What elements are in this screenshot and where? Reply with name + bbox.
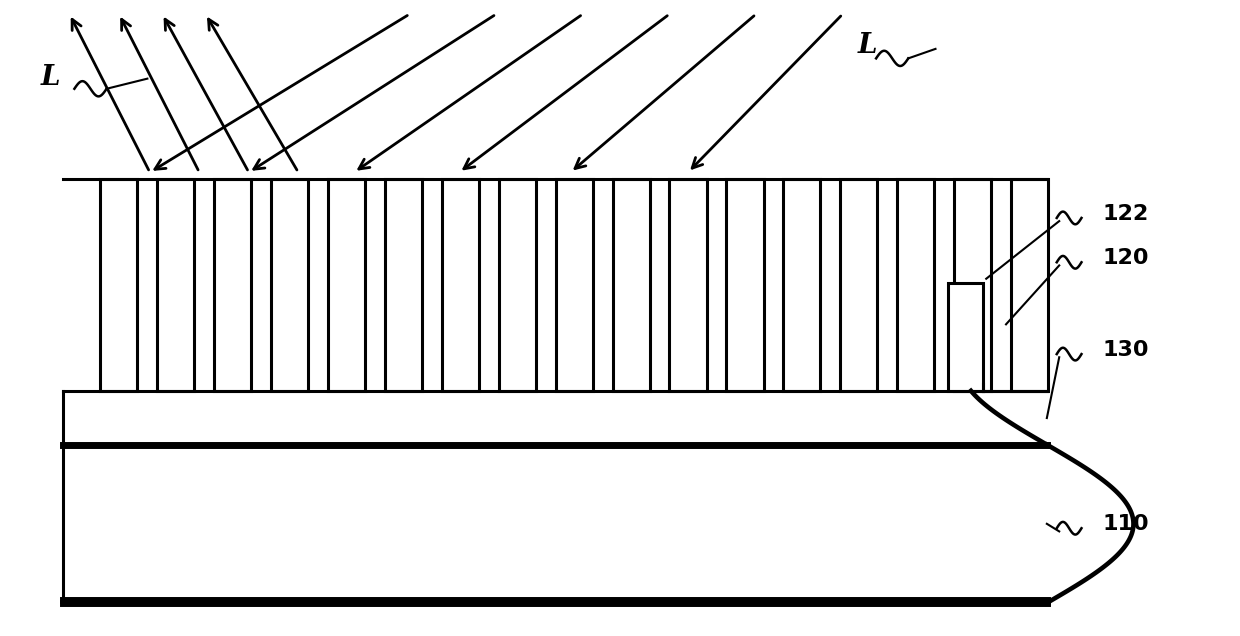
Bar xyxy=(100,179,138,391)
Bar xyxy=(157,179,195,391)
Bar xyxy=(384,179,422,391)
Bar xyxy=(841,179,878,391)
Bar xyxy=(272,179,309,391)
Bar xyxy=(215,179,252,391)
Bar xyxy=(727,179,764,391)
Bar xyxy=(498,179,536,391)
Text: L: L xyxy=(858,32,877,59)
Bar xyxy=(947,283,982,391)
Bar xyxy=(556,179,593,391)
Bar xyxy=(897,179,934,391)
Bar xyxy=(784,179,821,391)
Text: 122: 122 xyxy=(1102,204,1148,223)
Text: 120: 120 xyxy=(1102,248,1149,268)
Bar xyxy=(441,179,479,391)
Text: L: L xyxy=(41,64,61,91)
Bar xyxy=(329,179,365,391)
Bar xyxy=(954,179,991,391)
Bar xyxy=(613,179,650,391)
Bar xyxy=(1011,179,1048,391)
Bar xyxy=(670,179,707,391)
Text: 130: 130 xyxy=(1102,340,1149,360)
Text: 110: 110 xyxy=(1102,514,1149,534)
